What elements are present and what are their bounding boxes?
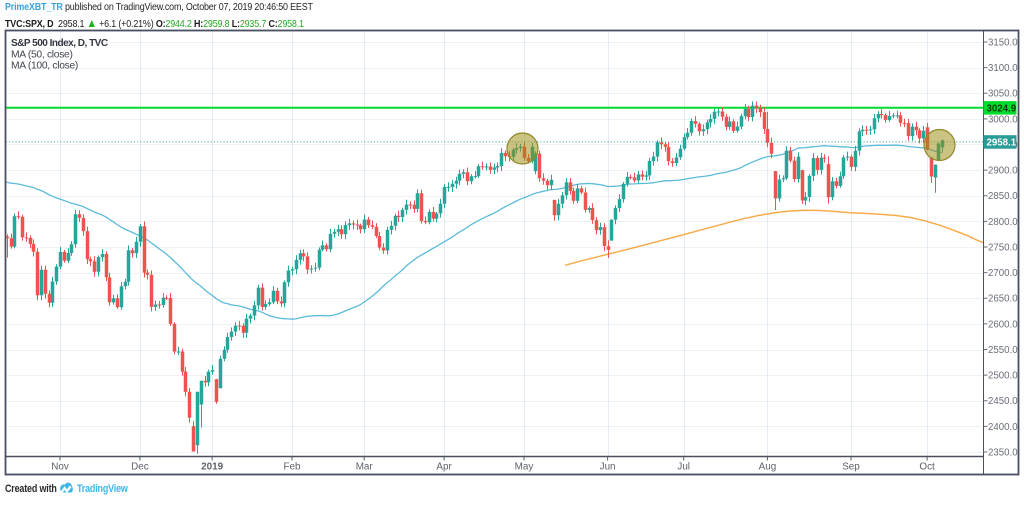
svg-text:Nov: Nov: [51, 462, 69, 473]
svg-text:2400.0: 2400.0: [988, 422, 1018, 433]
svg-text:Jun: Jun: [600, 462, 616, 473]
svg-text:Mar: Mar: [356, 462, 374, 473]
svg-text:2600.0: 2600.0: [988, 319, 1018, 330]
svg-text:May: May: [515, 462, 534, 473]
svg-text:2900.0: 2900.0: [988, 166, 1018, 177]
svg-text:Jul: Jul: [677, 462, 690, 473]
svg-text:3024.9: 3024.9: [987, 103, 1017, 114]
svg-text:2350.0: 2350.0: [988, 447, 1018, 458]
svg-text:2700.0: 2700.0: [988, 268, 1018, 279]
svg-text:Aug: Aug: [759, 462, 777, 473]
svg-text:Oct: Oct: [919, 462, 935, 473]
svg-text:2450.0: 2450.0: [988, 396, 1018, 407]
svg-text:Feb: Feb: [283, 462, 301, 473]
svg-text:2850.0: 2850.0: [988, 191, 1018, 202]
svg-text:Dec: Dec: [131, 462, 149, 473]
svg-text:2650.0: 2650.0: [988, 294, 1018, 305]
svg-text:2500.0: 2500.0: [988, 371, 1018, 382]
svg-text:2800.0: 2800.0: [988, 217, 1018, 228]
svg-text:3100.0: 3100.0: [988, 63, 1018, 74]
svg-text:2750.0: 2750.0: [988, 242, 1018, 253]
svg-text:2958.1: 2958.1: [987, 137, 1017, 148]
svg-text:MA (100, close): MA (100, close): [11, 61, 78, 72]
svg-text:3050.0: 3050.0: [988, 89, 1018, 100]
svg-text:3000.0: 3000.0: [988, 114, 1018, 125]
svg-text:2019: 2019: [201, 462, 223, 473]
svg-text:Apr: Apr: [436, 462, 452, 473]
svg-text:MA (50, close): MA (50, close): [11, 50, 73, 61]
svg-text:3150.0: 3150.0: [988, 37, 1018, 48]
svg-text:2550.0: 2550.0: [988, 345, 1018, 356]
svg-text:S&P 500 Index, D, TVC: S&P 500 Index, D, TVC: [11, 38, 108, 49]
svg-text:Sep: Sep: [842, 462, 860, 473]
